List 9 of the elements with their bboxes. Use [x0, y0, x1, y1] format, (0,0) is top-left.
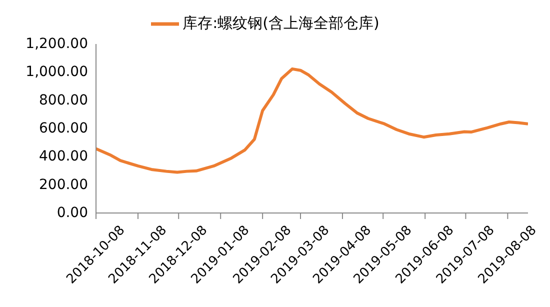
- legend-label: 库存:螺纹钢(含上海全部仓库): [182, 14, 380, 32]
- y-tick-label: 200.00: [39, 176, 88, 193]
- line-series: [96, 67, 528, 174]
- y-tick-label: 0.00: [56, 205, 88, 221]
- y-tick-label: 1,000.00: [26, 64, 88, 80]
- y-tick-label: 400.00: [39, 148, 88, 165]
- y-tick-label: 600.00: [39, 120, 88, 136]
- y-tick-label: 800.00: [39, 92, 88, 108]
- y-tick-label: 1,200.00: [26, 36, 88, 52]
